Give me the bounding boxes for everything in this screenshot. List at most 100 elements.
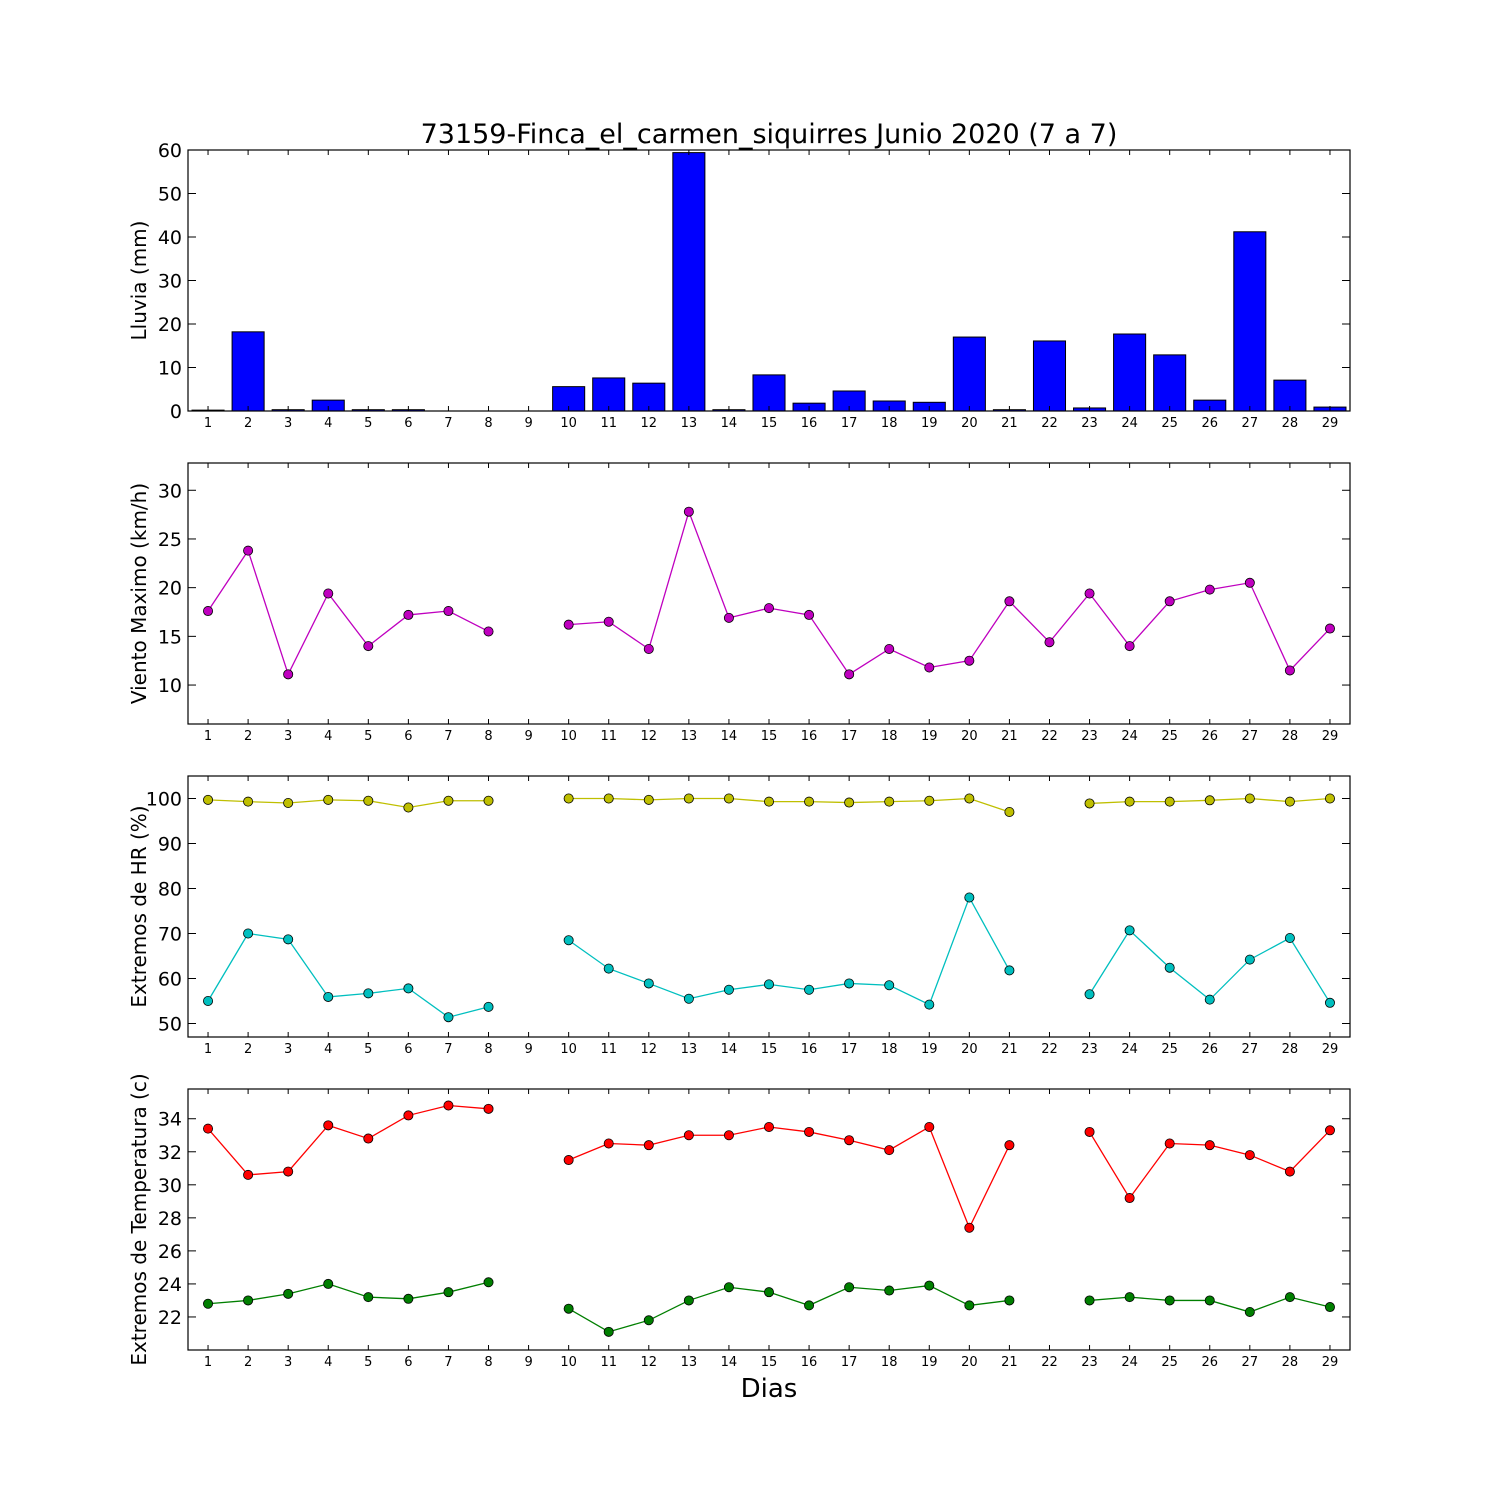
- humidity-series-1-point-day-11: [603, 963, 614, 974]
- temperature-x-tick-label-24: 24: [1121, 1355, 1138, 1370]
- temperature-series-1-point-day-25: [1164, 1295, 1175, 1306]
- rain-x-tick-label-7: 7: [444, 416, 452, 431]
- wind-series-0-point-day-4: [323, 588, 334, 599]
- temperature-series-0-point-day-14: [723, 1130, 734, 1141]
- rain-x-tick-label-3: 3: [284, 416, 292, 431]
- temperature-series-0-line-0: [207, 1104, 489, 1176]
- humidity-series-0-point-day-2: [243, 796, 254, 807]
- humidity-series-1-point-day-12: [643, 978, 654, 989]
- humidity-series-0-point-day-3: [283, 798, 294, 809]
- humidity-x-tick-label-18: 18: [881, 1042, 898, 1057]
- rain-x-tick-label-21: 21: [1001, 416, 1018, 431]
- wind-series-0-point-day-20: [964, 655, 975, 666]
- humidity-x-tick-label-20: 20: [961, 1042, 978, 1057]
- temperature-series-0-point-day-15: [764, 1121, 775, 1132]
- humidity-x-tick-label-26: 26: [1201, 1042, 1218, 1057]
- wind-series-0-point-day-25: [1164, 596, 1175, 607]
- wind-series-0-point-day-16: [804, 609, 815, 620]
- humidity-x-tick-label-11: 11: [600, 1042, 617, 1057]
- temperature-series-1-point-day-20: [964, 1300, 975, 1311]
- humidity-x-tick-label-28: 28: [1282, 1042, 1299, 1057]
- wind-x-tick-label-11: 11: [600, 729, 617, 744]
- temperature-series-0-point-day-2: [243, 1169, 254, 1180]
- chart-panels: 1 2 3 4 5 6 7 8 9 10 11 12 13 14 15 16 17 18 19 20 21 22 23 24 2…: [127, 140, 1351, 1370]
- temperature-x-tick-label-1: 1: [204, 1355, 212, 1370]
- rain-y-tick-label-10: 10: [158, 358, 182, 380]
- rain-x-tick-label-23: 23: [1081, 416, 1098, 431]
- rain-x-tick-label-8: 8: [484, 416, 492, 431]
- rain-y-axis-label: Lluvia (mm): [127, 221, 151, 341]
- temperature-series-1-point-day-23: [1084, 1295, 1095, 1306]
- temperature-series-0-point-day-5: [363, 1133, 374, 1144]
- temperature-series-0-point-day-28: [1284, 1166, 1295, 1177]
- temperature-x-tick-label-17: 17: [841, 1355, 858, 1370]
- humidity-series-0-point-day-10: [563, 793, 574, 804]
- temperature-series-0-point-day-17: [844, 1135, 855, 1146]
- humidity-series-0-point-day-13: [683, 793, 694, 804]
- wind-series-0-point-day-13: [683, 506, 694, 517]
- temperature-y-axis-label: Extremos de Temperatura (c): [127, 1073, 151, 1365]
- wind-series-0-point-day-5: [363, 641, 374, 652]
- wind-series-0-point-day-27: [1244, 577, 1255, 588]
- humidity-x-tick-label-24: 24: [1121, 1042, 1138, 1057]
- wind-series-0-point-day-23: [1084, 588, 1095, 599]
- wind-series-0-point-day-17: [844, 669, 855, 680]
- temperature-series-0-point-day-3: [283, 1166, 294, 1177]
- rain-bar-day-20: [952, 336, 986, 412]
- rain-x-tick-label-26: 26: [1201, 416, 1218, 431]
- temperature-x-tick-label-12: 12: [641, 1355, 658, 1370]
- wind-x-tick-label-6: 6: [404, 729, 412, 744]
- temperature-series-0-point-day-26: [1204, 1140, 1215, 1151]
- temperature-series-1-point-day-13: [683, 1295, 694, 1306]
- rain-panel: 1 2 3 4 5 6 7 8 9 10 11 12 13 14 15 16 17 18 19 20 21 22 23 24 2…: [127, 140, 1351, 431]
- humidity-series-1-line-1: [568, 895, 1010, 1006]
- temperature-series-0-point-day-23: [1084, 1126, 1095, 1137]
- humidity-series-1-point-day-19: [924, 999, 935, 1010]
- temperature-series-1-point-day-18: [884, 1285, 895, 1296]
- wind-x-tick-label-4: 4: [324, 729, 332, 744]
- temperature-series-1-point-day-1: [203, 1298, 214, 1309]
- temperature-series-0-point-day-13: [683, 1130, 694, 1141]
- temperature-y-tick-label-30: 30: [158, 1175, 182, 1197]
- humidity-y-tick-label-90: 90: [158, 834, 182, 856]
- temperature-x-tick-label-28: 28: [1282, 1355, 1299, 1370]
- temperature-series-0-point-day-27: [1244, 1150, 1255, 1161]
- humidity-x-tick-label-27: 27: [1242, 1042, 1259, 1057]
- humidity-x-tick-label-16: 16: [801, 1042, 818, 1057]
- temperature-panel: 1 2 3 4 5 6 7 8 9 10 11 12 13 14 15 16 17 18 19 20 21 22 23 24 2…: [127, 1073, 1351, 1370]
- wind-x-tick-label-20: 20: [961, 729, 978, 744]
- wind-x-tick-label-19: 19: [921, 729, 938, 744]
- humidity-y-tick-label-100: 100: [146, 789, 182, 811]
- wind-x-tick-label-22: 22: [1041, 729, 1058, 744]
- humidity-series-0-point-day-23: [1084, 798, 1095, 809]
- rain-bar-day-13: [672, 152, 706, 412]
- wind-series-0-point-day-24: [1124, 641, 1135, 652]
- humidity-x-tick-label-3: 3: [284, 1042, 292, 1057]
- humidity-series-0-point-day-18: [884, 796, 895, 807]
- humidity-series-0-point-day-19: [924, 795, 935, 806]
- temperature-y-tick-label-34: 34: [158, 1109, 182, 1131]
- humidity-y-tick-label-70: 70: [158, 924, 182, 946]
- rain-x-tick-label-2: 2: [244, 416, 252, 431]
- temperature-x-tick-label-11: 11: [600, 1355, 617, 1370]
- temperature-x-tick-label-3: 3: [284, 1355, 292, 1370]
- temperature-series-0-point-day-25: [1164, 1138, 1175, 1149]
- rain-bar-day-24: [1113, 333, 1147, 412]
- humidity-panel: 1 2 3 4 5 6 7 8 9 10 11 12 13 14 15 16 17 18 19 20 21 22 23 24 2…: [127, 775, 1351, 1057]
- humidity-y-tick-label-60: 60: [158, 969, 182, 991]
- temperature-series-0-line-1: [568, 1126, 1010, 1230]
- humidity-y-tick-label-80: 80: [158, 879, 182, 901]
- humidity-series-1-point-day-21: [1004, 965, 1015, 976]
- temperature-series-1-line-0: [207, 1281, 489, 1305]
- temperature-series-0-point-day-10: [563, 1155, 574, 1166]
- humidity-series-1-point-day-17: [844, 978, 855, 989]
- wind-x-tick-label-23: 23: [1081, 729, 1098, 744]
- humidity-series-1-point-day-14: [723, 984, 734, 995]
- wind-x-tick-label-2: 2: [244, 729, 252, 744]
- humidity-series-0-line-0: [208, 799, 489, 809]
- humidity-x-tick-label-2: 2: [244, 1042, 252, 1057]
- temperature-series-0-point-day-4: [323, 1120, 334, 1131]
- wind-y-axis-label: Viento Maximo (km/h): [127, 483, 151, 704]
- wind-x-tick-label-24: 24: [1121, 729, 1138, 744]
- wind-x-tick-label-15: 15: [761, 729, 778, 744]
